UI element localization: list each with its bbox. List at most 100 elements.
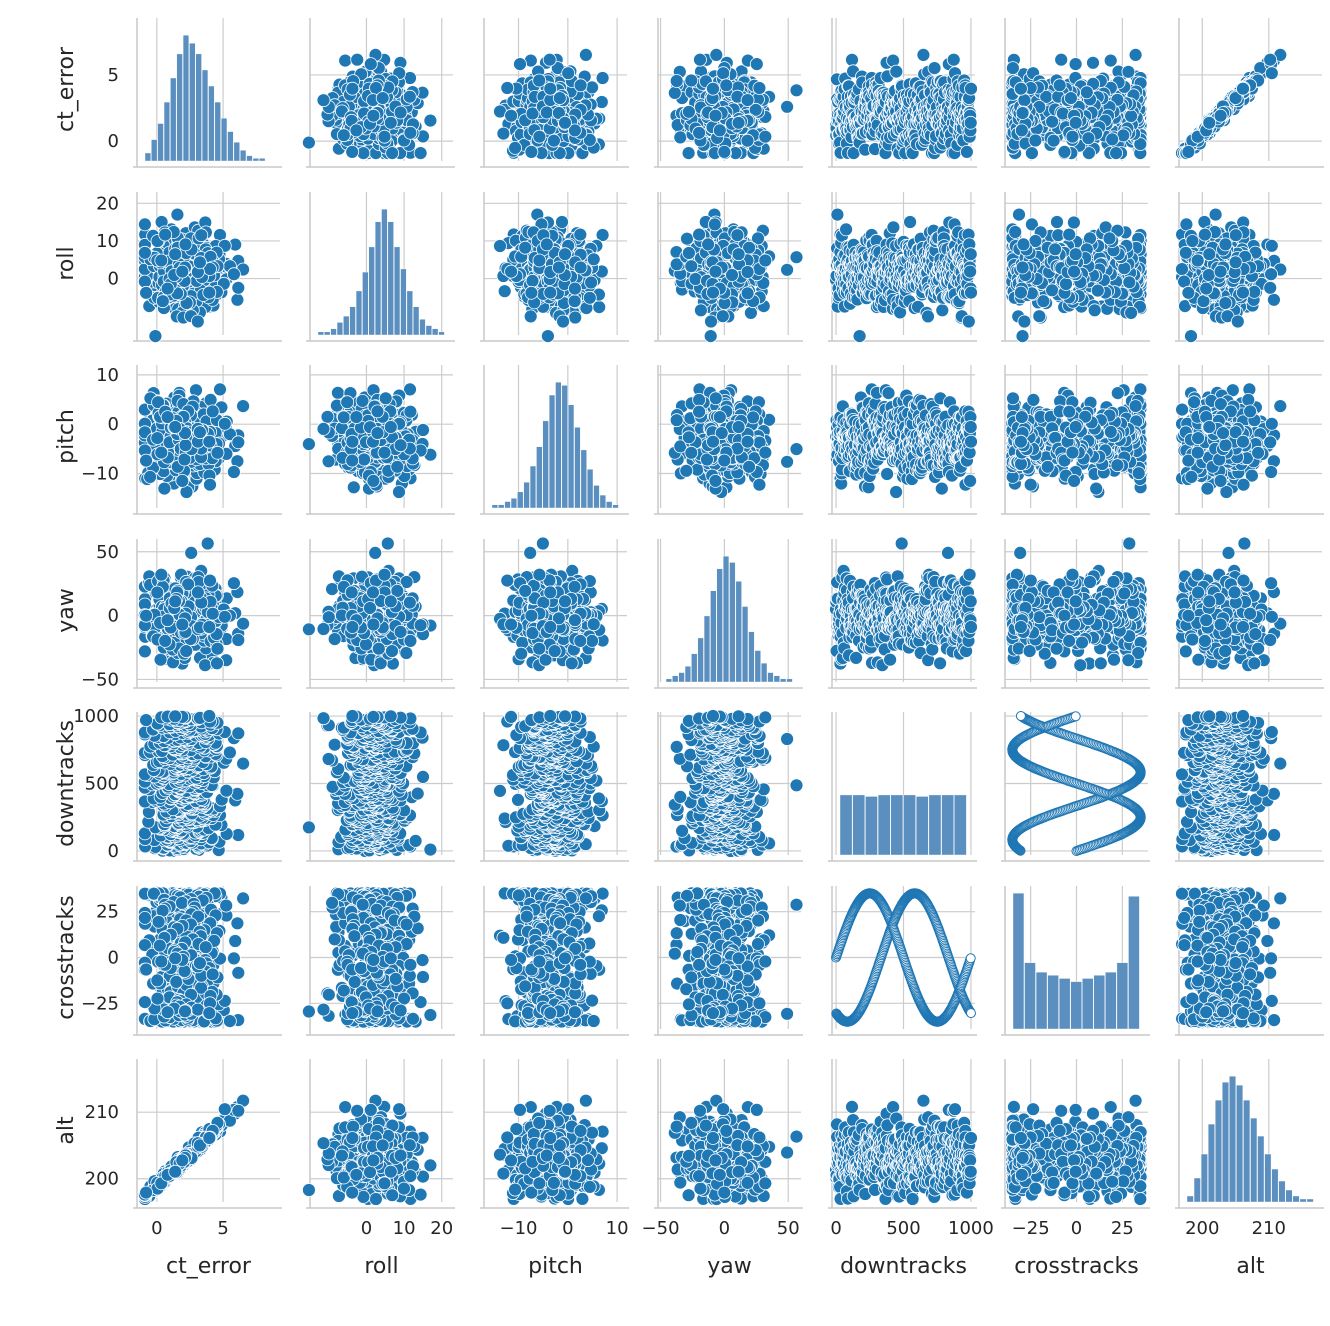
scatter-point: [781, 100, 794, 113]
hist-bar: [318, 332, 324, 335]
scatter-point: [922, 310, 935, 323]
scatter-point: [169, 248, 182, 261]
hist-bar: [196, 54, 202, 161]
scatter-point: [519, 241, 532, 254]
scatter-point: [1014, 82, 1027, 95]
scatter-point: [346, 145, 359, 158]
scatter-point: [533, 254, 546, 267]
scatter-point: [525, 286, 538, 299]
hist-bar: [145, 153, 151, 161]
hist-bar: [247, 156, 253, 161]
scatter-point: [741, 266, 754, 279]
scatter-point: [559, 248, 572, 261]
scatter-point: [414, 147, 427, 160]
scatter-point: [498, 285, 511, 298]
scatter-point: [732, 116, 745, 129]
scatter-point: [1129, 48, 1142, 61]
scatter-point: [1122, 65, 1135, 78]
scatter-point: [1053, 79, 1066, 92]
scatter-point: [404, 126, 417, 139]
scatter-point: [568, 282, 581, 295]
scatter-point: [790, 84, 803, 97]
hist-bar: [209, 86, 215, 161]
scatter-point: [544, 82, 557, 95]
scatter-point: [579, 48, 592, 61]
scatter-point: [171, 208, 184, 221]
scatter-point: [741, 134, 754, 147]
scatter-point: [505, 265, 518, 278]
scatter-point: [547, 134, 560, 147]
scatter-point: [394, 106, 407, 119]
scatter-point: [707, 286, 720, 299]
scatter-point: [501, 82, 514, 95]
scatter-point: [583, 291, 596, 304]
scatter-point: [781, 263, 794, 276]
scatter-point: [553, 92, 566, 105]
scatter-point: [179, 238, 192, 251]
scatter-point: [887, 221, 900, 234]
scatter-point: [494, 240, 507, 253]
scatter-point: [1006, 62, 1019, 75]
scatter-point: [702, 238, 715, 251]
scatter-point: [367, 109, 380, 122]
scatter-point: [710, 48, 723, 61]
scatter-point: [741, 94, 754, 107]
scatter-point: [1047, 134, 1060, 147]
hist-bar: [375, 222, 381, 335]
scatter-point: [1106, 133, 1119, 146]
scatter-point: [524, 310, 537, 323]
scatter-point: [668, 86, 681, 99]
scatter-point: [1265, 67, 1278, 80]
scatter-point: [831, 208, 844, 221]
scatter-point: [1029, 134, 1042, 147]
scatter-point: [317, 94, 330, 107]
scatter-point: [203, 286, 216, 299]
scatter-point: [709, 109, 722, 122]
scatter-point: [138, 246, 151, 259]
scatter-point: [960, 145, 973, 158]
scatter-point: [693, 126, 706, 139]
hist-bar: [189, 43, 195, 161]
scatter-point: [1018, 94, 1031, 107]
hist-bar: [259, 158, 265, 161]
y-axis-title: ct_error: [54, 46, 79, 132]
scatter-point: [917, 48, 930, 61]
scatter-point: [540, 106, 553, 119]
scatter-point: [596, 72, 609, 85]
hist-bar: [362, 272, 368, 335]
scatter-point: [741, 287, 754, 300]
hist-bar: [202, 70, 208, 161]
scatter-point: [753, 82, 766, 95]
scatter-point: [1182, 145, 1195, 158]
scatter-point: [1082, 132, 1095, 145]
scatter-point: [533, 130, 546, 143]
scatter-point: [1237, 82, 1250, 95]
scatter-point: [1055, 53, 1068, 66]
scatter-point: [717, 67, 730, 80]
hist-bar: [388, 222, 394, 335]
hist-bar: [401, 269, 407, 335]
scatter-point: [759, 254, 772, 267]
scatter-point: [716, 310, 729, 323]
scatter-point: [339, 54, 352, 67]
y-tick-label: 0: [108, 131, 119, 152]
scatter-point: [750, 58, 763, 71]
scatter-point: [191, 315, 204, 328]
scatter-point: [138, 218, 151, 231]
scatter-point: [1104, 54, 1117, 67]
scatter-point: [1203, 116, 1216, 129]
hist-bar: [164, 102, 170, 161]
scatter-point: [1125, 110, 1138, 123]
scatter-point: [559, 116, 572, 129]
scatter-point: [674, 131, 687, 144]
scatter-point: [1080, 86, 1093, 99]
scatter-point: [1264, 53, 1277, 66]
hist-bar: [413, 307, 419, 335]
scatter-point: [713, 124, 726, 137]
scatter-point: [1016, 107, 1029, 120]
hist-bar: [350, 307, 356, 335]
hist-bar: [407, 291, 413, 335]
scatter-point: [904, 216, 917, 229]
scatter-point: [586, 81, 599, 94]
